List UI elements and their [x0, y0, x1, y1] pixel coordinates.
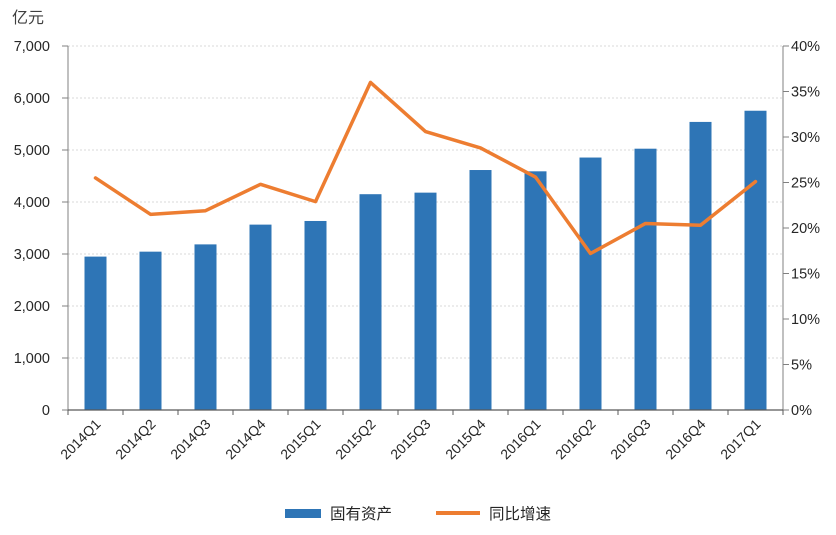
- left-axis-title: 亿元: [12, 10, 45, 27]
- bar-2017Q1: [744, 110, 767, 411]
- x-axis-label: 2014Q2: [112, 416, 159, 463]
- bar-series-swatch-icon: [284, 508, 321, 518]
- bar-2016Q1: [524, 171, 547, 410]
- legend-item-bar-series: 固有资产: [284, 502, 392, 524]
- bar-2014Q2: [139, 251, 162, 410]
- y-axis-left-label: 4,000: [14, 195, 50, 211]
- y-axis-right-label: 25%: [791, 176, 820, 192]
- bar-2015Q1: [304, 220, 327, 410]
- x-axis-label: 2014Q4: [222, 416, 269, 463]
- y-axis-right-label: 40%: [791, 39, 820, 55]
- x-axis-label: 2016Q3: [607, 416, 654, 463]
- y-axis-left-label: 5,000: [14, 143, 50, 159]
- bar-series-label: 固有资产: [329, 506, 392, 523]
- bar-2014Q4: [249, 224, 272, 410]
- x-axis-label: 2014Q1: [57, 416, 104, 463]
- legend-item-line-series: 同比增速: [436, 502, 551, 524]
- bar-2015Q4: [469, 170, 492, 410]
- x-axis-label: 2016Q1: [497, 416, 544, 463]
- y-axis-right-label: 35%: [791, 85, 820, 101]
- x-axis-label: 2016Q4: [662, 416, 709, 463]
- x-axis-label: 2015Q4: [442, 416, 489, 463]
- y-axis-left-label: 2,000: [14, 299, 50, 315]
- y-axis-right-label: 30%: [791, 130, 820, 146]
- bar-2016Q4: [689, 121, 712, 411]
- bar-2015Q2: [359, 194, 382, 410]
- bar-2014Q3: [194, 244, 217, 410]
- y-axis-left-label: 6,000: [14, 91, 50, 107]
- bar-2015Q3: [414, 192, 437, 410]
- y-axis-right-label: 5%: [791, 358, 812, 374]
- legend: 固有资产 同比增速: [0, 502, 836, 524]
- y-axis-left-label: 1,000: [14, 351, 50, 367]
- x-axis-label: 2015Q2: [332, 416, 379, 463]
- x-axis-label: 2015Q1: [277, 416, 324, 463]
- y-axis-right-label: 10%: [791, 312, 820, 328]
- x-axis-label: 2017Q1: [717, 416, 764, 463]
- y-axis-right-label: 15%: [791, 267, 820, 283]
- y-axis-left-label: 3,000: [14, 247, 50, 263]
- y-axis-right-label: 20%: [791, 221, 820, 237]
- bar-2014Q1: [84, 256, 107, 410]
- y-axis-left-label: 7,000: [14, 39, 50, 55]
- x-axis-label: 2015Q3: [387, 416, 434, 463]
- line-series-swatch-icon: [436, 511, 480, 515]
- bar-2016Q3: [634, 148, 657, 410]
- y-axis-right-label: 0%: [791, 403, 812, 419]
- x-axis-label: 2014Q3: [167, 416, 214, 463]
- x-axis-label: 2016Q2: [552, 416, 599, 463]
- growth-rate-line: [93, 80, 758, 256]
- y-axis-left-label: 0: [42, 403, 50, 419]
- bar-2016Q2: [579, 157, 602, 410]
- line-series-label: 同比增速: [489, 506, 552, 523]
